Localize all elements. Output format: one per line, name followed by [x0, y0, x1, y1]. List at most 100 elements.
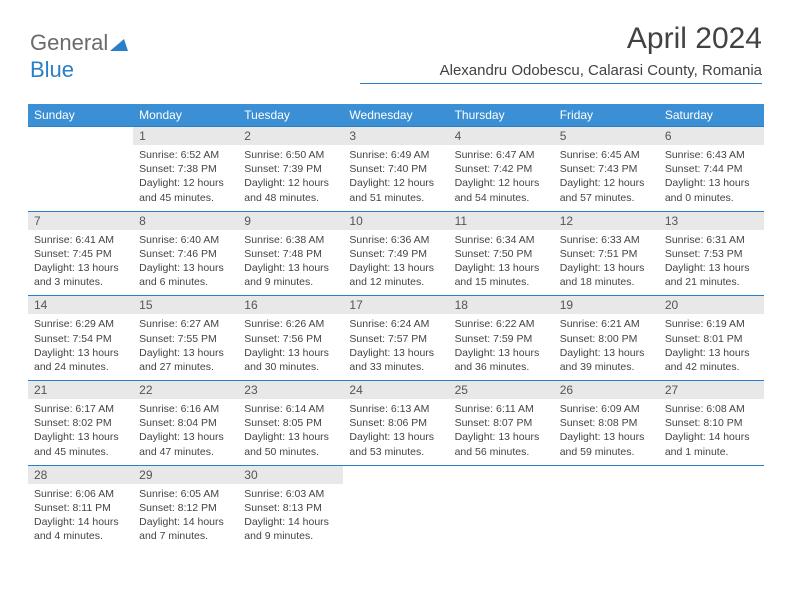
day-ss: Sunset: 7:55 PM	[139, 332, 232, 346]
day-cell: Sunrise: 6:41 AMSunset: 7:45 PMDaylight:…	[28, 230, 133, 296]
day-cell: Sunrise: 6:27 AMSunset: 7:55 PMDaylight:…	[133, 314, 238, 380]
day-sr: Sunrise: 6:26 AM	[244, 317, 337, 331]
day-number: 15	[133, 296, 238, 315]
content-row: Sunrise: 6:29 AMSunset: 7:54 PM Daylight:…	[28, 314, 764, 380]
day-ss: Sunset: 8:01 PM	[665, 332, 758, 346]
day-cell: Sunrise: 6:50 AMSunset: 7:39 PMDaylight:…	[238, 145, 343, 211]
day-sr: Sunrise: 6:40 AM	[139, 233, 232, 247]
day-dl1: Daylight: 14 hours	[244, 515, 337, 529]
day-ss: Sunset: 7:44 PM	[665, 162, 758, 176]
day-dl2: and 57 minutes.	[560, 191, 653, 205]
day-ss: Sunset: 7:40 PM	[349, 162, 442, 176]
header-right: April 2024 Alexandru Odobescu, Calarasi …	[360, 22, 762, 84]
daynum-row: 282930	[28, 465, 764, 484]
day-dl2: and 1 minute.	[665, 445, 758, 459]
day-dl2: and 53 minutes.	[349, 445, 442, 459]
day-number: 16	[238, 296, 343, 315]
day-ss: Sunset: 8:04 PM	[139, 416, 232, 430]
weekday-header: Tuesday	[238, 104, 343, 127]
day-ss: Sunset: 8:00 PM	[560, 332, 653, 346]
day-dl2: and 18 minutes.	[560, 275, 653, 289]
day-number: 20	[659, 296, 764, 315]
day-cell: Sunrise: 6:09 AMSunset: 8:08 PMDaylight:…	[554, 399, 659, 465]
day-ss: Sunset: 7:50 PM	[455, 247, 548, 261]
day-ss: Sunset: 7:53 PM	[665, 247, 758, 261]
day-ss: Sunset: 8:06 PM	[349, 416, 442, 430]
day-number: 12	[554, 211, 659, 230]
day-cell: Sunrise: 6:31 AMSunset: 7:53 PMDaylight:…	[659, 230, 764, 296]
day-cell: Sunrise: 6:22 AMSunset: 7:59 PMDaylight:…	[449, 314, 554, 380]
logo-text-general: General	[30, 30, 108, 55]
day-sr: Sunrise: 6:29 AM	[34, 317, 127, 331]
day-cell: Sunrise: 6:40 AMSunset: 7:46 PMDaylight:…	[133, 230, 238, 296]
day-number: 5	[554, 127, 659, 146]
day-sr: Sunrise: 6:43 AM	[665, 148, 758, 162]
day-cell: Sunrise: 6:36 AMSunset: 7:49 PMDaylight:…	[343, 230, 448, 296]
day-dl1: Daylight: 13 hours	[455, 430, 548, 444]
day-number: 21	[28, 381, 133, 400]
day-dl1: Daylight: 12 hours	[455, 176, 548, 190]
day-ss: Sunset: 8:02 PM	[34, 416, 127, 430]
day-cell: Sunrise: 6:47 AMSunset: 7:42 PMDaylight:…	[449, 145, 554, 211]
day-number: 17	[343, 296, 448, 315]
day-cell: Sunrise: 6:05 AMSunset: 8:12 PMDaylight:…	[133, 484, 238, 550]
day-ss: Sunset: 7:54 PM	[34, 332, 127, 346]
day-ss: Sunset: 7:39 PM	[244, 162, 337, 176]
day-cell: Sunrise: 6:43 AMSunset: 7:44 PMDaylight:…	[659, 145, 764, 211]
day-cell: Sunrise: 6:11 AMSunset: 8:07 PMDaylight:…	[449, 399, 554, 465]
day-dl1: Daylight: 13 hours	[244, 261, 337, 275]
day-sr: Sunrise: 6:03 AM	[244, 487, 337, 501]
day-number: 22	[133, 381, 238, 400]
day-number: 29	[133, 465, 238, 484]
day-sr: Sunrise: 6:33 AM	[560, 233, 653, 247]
day-number: 11	[449, 211, 554, 230]
logo: General Blue	[30, 30, 128, 83]
logo-triangle-icon	[110, 31, 128, 57]
day-number: 27	[659, 381, 764, 400]
day-cell	[343, 484, 448, 550]
day-ss: Sunset: 8:12 PM	[139, 501, 232, 515]
day-dl1: Daylight: 13 hours	[244, 346, 337, 360]
day-dl1: Daylight: 13 hours	[349, 261, 442, 275]
day-cell: Sunrise: 6:52 AMSunset: 7:38 PMDaylight:…	[133, 145, 238, 211]
day-dl2: and 39 minutes.	[560, 360, 653, 374]
day-dl1: Daylight: 13 hours	[34, 430, 127, 444]
day-dl2: and 42 minutes.	[665, 360, 758, 374]
content-row: Sunrise: 6:17 AMSunset: 8:02 PMDaylight:…	[28, 399, 764, 465]
day-cell	[28, 145, 133, 211]
calendar-table: Sunday Monday Tuesday Wednesday Thursday…	[28, 104, 764, 550]
day-ss: Sunset: 7:48 PM	[244, 247, 337, 261]
day-number: 30	[238, 465, 343, 484]
day-dl1: Daylight: 12 hours	[244, 176, 337, 190]
day-ss: Sunset: 7:57 PM	[349, 332, 442, 346]
day-dl2: and 4 minutes.	[34, 529, 127, 543]
location-text: Alexandru Odobescu, Calarasi County, Rom…	[360, 62, 762, 84]
day-sr: Sunrise: 6:45 AM	[560, 148, 653, 162]
day-dl1: Daylight: 13 hours	[139, 430, 232, 444]
day-ss: Sunset: 7:56 PM	[244, 332, 337, 346]
day-number: 19	[554, 296, 659, 315]
day-sr: Sunrise: 6:08 AM	[665, 402, 758, 416]
day-dl2: and 48 minutes.	[244, 191, 337, 205]
day-dl2: and 0 minutes.	[665, 191, 758, 205]
day-sr: Sunrise: 6:17 AM	[34, 402, 127, 416]
day-dl2: and 15 minutes.	[455, 275, 548, 289]
day-ss: Sunset: 8:13 PM	[244, 501, 337, 515]
day-dl1: Daylight: 13 hours	[455, 261, 548, 275]
day-dl2: and 3 minutes.	[34, 275, 127, 289]
day-sr: Sunrise: 6:38 AM	[244, 233, 337, 247]
day-number: 18	[449, 296, 554, 315]
weekday-header: Saturday	[659, 104, 764, 127]
day-ss: Sunset: 7:42 PM	[455, 162, 548, 176]
day-ss: Sunset: 8:11 PM	[34, 501, 127, 515]
day-number	[343, 465, 448, 484]
day-dl2: and 27 minutes.	[139, 360, 232, 374]
day-dl2: and 56 minutes.	[455, 445, 548, 459]
day-dl1: Daylight: 12 hours	[349, 176, 442, 190]
weekday-header: Friday	[554, 104, 659, 127]
day-ss: Sunset: 7:46 PM	[139, 247, 232, 261]
day-dl1: Daylight: 14 hours	[34, 515, 127, 529]
day-cell: Sunrise: 6:26 AMSunset: 7:56 PMDaylight:…	[238, 314, 343, 380]
day-dl1: Daylight: 13 hours	[560, 346, 653, 360]
day-number: 4	[449, 127, 554, 146]
